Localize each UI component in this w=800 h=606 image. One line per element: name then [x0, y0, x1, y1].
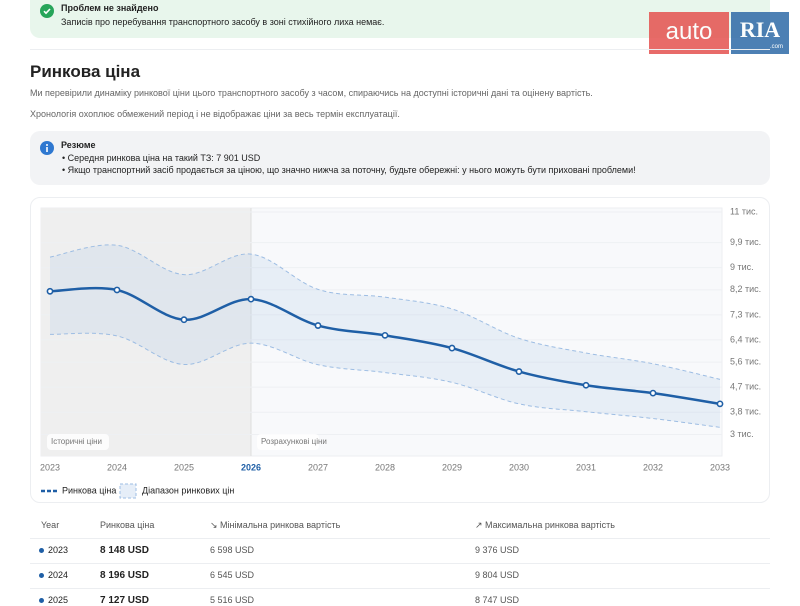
cell-text: 6 598 USD — [210, 545, 255, 555]
summary-box — [30, 131, 770, 185]
summary-title: Резюме — [61, 140, 96, 150]
y-tick-label: 3 тис. — [730, 429, 754, 439]
x-tick-label: 2023 — [40, 462, 60, 472]
summary-item-text: Якщо транспортний засіб продається за ці… — [67, 165, 636, 175]
cell-text: 8 148 USD — [100, 545, 149, 556]
cell-text: 6 545 USD — [210, 570, 255, 580]
price-point — [113, 286, 121, 294]
table-cell: 2023 — [39, 545, 68, 555]
summary-item: • Якщо транспортний засіб продається за … — [62, 165, 636, 175]
check-icon — [40, 4, 54, 18]
price-point — [180, 316, 188, 324]
annotation: Розрахункові ціни — [261, 437, 327, 446]
x-tick-label: 2029 — [442, 462, 462, 472]
cell-text: 9 376 USD — [475, 545, 520, 555]
table-cell: 2024 — [39, 570, 68, 580]
logo-small: .com — [770, 44, 784, 50]
table-cell: 8 148 USD — [100, 545, 149, 556]
cell-text: 5 516 USD — [210, 595, 255, 605]
price-point — [515, 368, 523, 375]
y-tick-label: 11 тис. — [730, 206, 758, 216]
price-point — [649, 389, 657, 397]
x-tick-label: 2031 — [576, 462, 596, 472]
cell-text: 7 127 USD — [100, 595, 149, 606]
cell-text: 8 196 USD — [100, 570, 149, 581]
row-divider — [30, 538, 770, 539]
year-dot — [39, 548, 44, 554]
price-point — [46, 287, 54, 295]
table-cell: 6 545 USD — [210, 570, 254, 580]
annotation-chip — [47, 434, 109, 450]
logo-auto: auto — [649, 12, 729, 54]
price-point — [314, 322, 322, 329]
cell-text: 2024 — [48, 570, 69, 580]
y-tick-label: 6,4 тис. — [730, 334, 761, 344]
price-point — [381, 331, 389, 339]
table-header: Year — [41, 520, 60, 530]
band-lower — [49, 332, 721, 428]
band-upper — [49, 244, 721, 380]
price-point — [716, 400, 724, 408]
price-point — [448, 344, 456, 352]
x-tick-label: 2033 — [710, 462, 730, 472]
table-cell: 8 196 USD — [100, 570, 149, 581]
price-point — [582, 381, 590, 389]
price-point — [247, 295, 255, 303]
y-tick-label: 5,6 тис. — [730, 357, 761, 367]
logo-ria: RIA — [731, 12, 789, 54]
table-cell: 8 747 USD — [475, 595, 519, 605]
info-icon — [40, 141, 54, 155]
table-cell: 2025 — [39, 595, 68, 605]
table-cell: 6 598 USD — [210, 545, 254, 555]
table-cell: 9 804 USD — [475, 570, 519, 580]
summary-item-text: Середня ринкова ціна на такий ТЗ: 7 901 … — [67, 153, 261, 163]
y-tick-label: 9,9 тис. — [730, 237, 761, 247]
y-tick-label: 8,2 тис. — [730, 284, 761, 294]
year-dot — [39, 573, 44, 579]
x-tick-label: 2032 — [643, 462, 663, 472]
x-tick-label: 2024 — [107, 462, 127, 472]
cell-text: 9 804 USD — [475, 570, 520, 580]
x-tick-label: 2027 — [308, 462, 328, 472]
table-header: ↘ Мінімальна ринкова вартість — [210, 520, 341, 530]
legend-label: Ринкова ціна — [62, 485, 116, 495]
annotation-chip — [257, 434, 319, 450]
section-text: Хронологія охоплює обмежений період і не… — [30, 109, 400, 119]
summary-item: • Середня ринкова ціна на такий ТЗ: 7 90… — [62, 153, 261, 163]
year-dot — [39, 598, 44, 604]
cell-text: 2025 — [48, 595, 69, 605]
table-header: ↗ Максимальна ринкова вартість — [475, 520, 615, 530]
section-text: Ми перевірили динаміку ринкової ціни цьо… — [30, 88, 593, 98]
history-shade — [41, 208, 251, 456]
cell-text: 2023 — [48, 545, 69, 555]
table-cell: 7 127 USD — [100, 595, 149, 606]
x-tick-label: 2025 — [174, 462, 194, 472]
annotation: Історичні ціни — [51, 437, 102, 446]
row-divider — [30, 588, 770, 589]
table-cell: 5 516 USD — [210, 595, 254, 605]
y-tick-label: 4,7 тис. — [730, 382, 761, 392]
table-header: Ринкова ціна — [100, 520, 155, 530]
y-tick-label: 9 тис. — [730, 262, 754, 272]
alert-box — [30, 0, 770, 38]
x-tick-label: 2026 — [241, 462, 261, 472]
chart-card — [30, 197, 770, 503]
section-title: Ринкова ціна — [30, 62, 141, 81]
alert-text: Записів про перебування транспортного за… — [61, 17, 385, 27]
row-divider — [30, 563, 770, 564]
x-tick-label: 2030 — [509, 462, 529, 472]
cell-text: 8 747 USD — [475, 595, 520, 605]
table-cell: 9 376 USD — [475, 545, 519, 555]
divider — [30, 49, 770, 50]
y-tick-label: 7,3 тис. — [730, 309, 761, 319]
legend-label: Діапазон ринкових цін — [142, 485, 234, 495]
alert-title: Проблем не знайдено — [61, 3, 159, 13]
y-tick-label: 3,8 тис. — [730, 407, 761, 417]
legend-swatch — [119, 483, 137, 499]
x-tick-label: 2028 — [375, 462, 395, 472]
